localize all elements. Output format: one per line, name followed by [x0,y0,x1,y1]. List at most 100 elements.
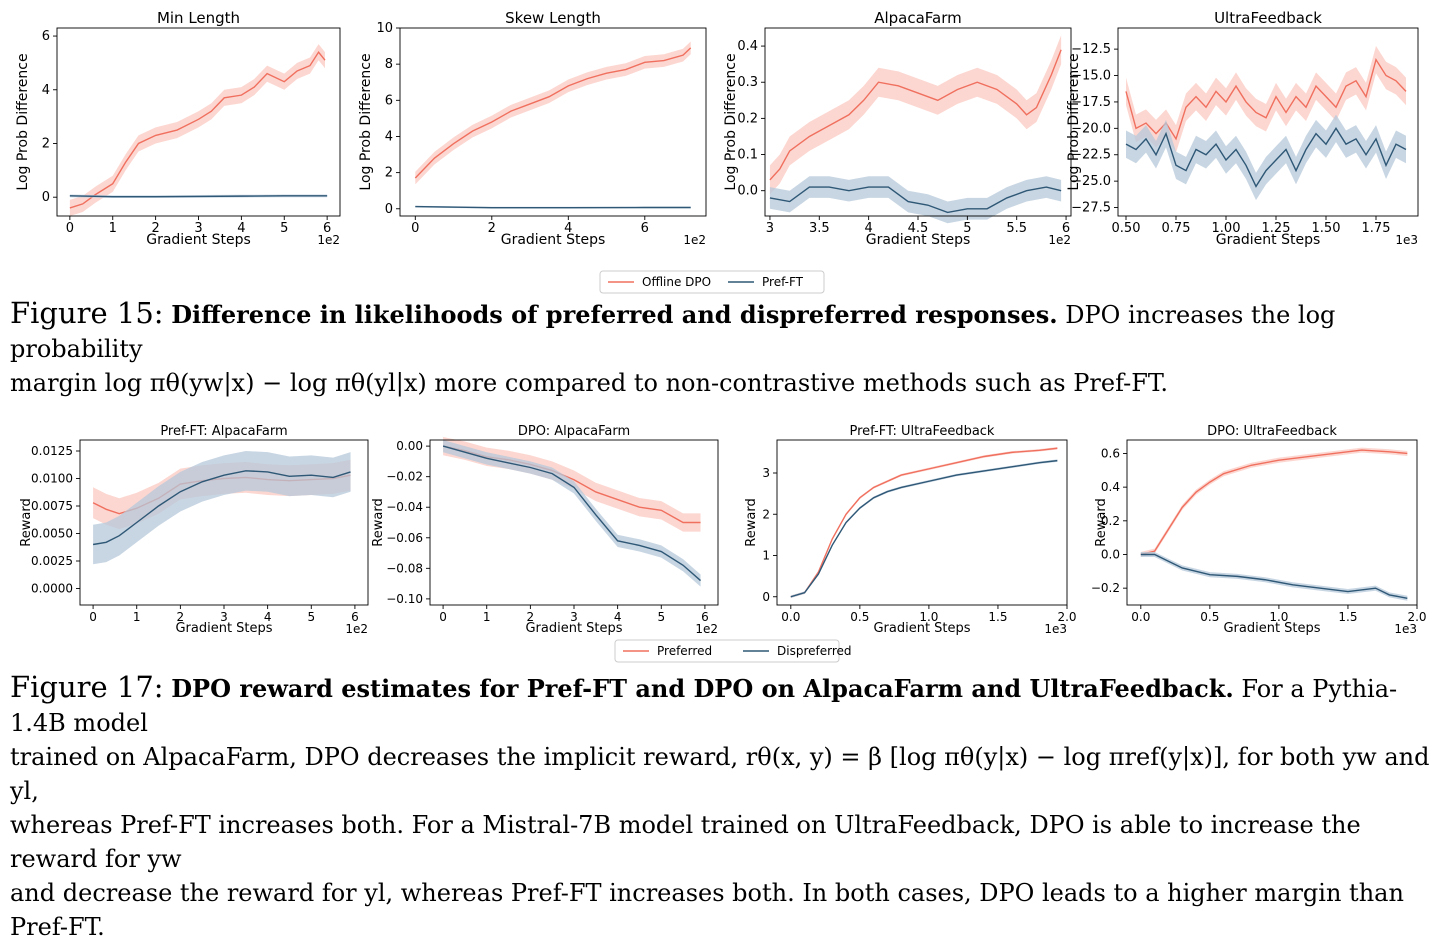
x-tick-label: 3 [766,221,774,236]
y-tick-label: −20.0 [1071,121,1111,136]
figure15-caption-text1: DPO increases the log probability [10,301,1336,363]
x-axis-label: Gradient Steps [525,621,622,636]
figure-canvas: Min Length 0 1 2 3 4 5 6 0 2 4 6 Gradient Steps Log P… [15,9,1427,663]
y-tick-label: −22.5 [1071,148,1111,163]
figure15-caption-text2: margin log πθ(yw|x) − log πθ(yl|x) more … [10,369,1168,397]
y-tick-label: −0.04 [386,500,423,514]
x-tick-label: 6 [701,610,709,624]
y-tick-label: 0.0100 [31,472,73,486]
x-exponent-label: 1e2 [345,622,368,636]
x-axis-label: Gradient Steps [1216,232,1321,248]
y-tick-label: −0.2 [1091,581,1120,595]
x-tick-label: 2 [151,221,159,236]
figure17-caption-text3: whereas Pref-FT increases both. For a Mi… [10,811,1361,873]
chart-8: DPO: UltraFeedback 0.0 0.5 1.0 1.5 2.0 −0.2 0.0… [1091,424,1427,636]
x-tick-label: 0.0 [781,610,800,624]
x-tick-label: 0.0 [1131,610,1150,624]
x-exponent-label: 1e2 [695,622,718,636]
series-line-red [769,49,1062,181]
x-tick-label: 0.5 [1200,610,1219,624]
y-tick-label: 0.6 [1101,446,1120,460]
series-line-blue [69,195,328,198]
figure15-label: Figure 15: [10,296,164,330]
y-tick-label: 0.0050 [31,527,73,541]
series-line-blue [442,445,702,582]
chart-title: DPO: AlpacaFarm [518,424,630,439]
legend-label: Pref-FT [762,275,804,289]
figure15-caption: Figure 15: Difference in likelihoods of … [10,296,1446,400]
y-tick-label: 10 [376,21,393,36]
x-tick-label: 0 [439,610,447,624]
x-axis-label: Gradient Steps [501,232,606,248]
x-tick-label: 1.25 [1262,221,1291,236]
series-band-blue [790,459,1058,598]
plot-frame [1117,27,1419,217]
figure17-caption-text2: trained on AlpacaFarm, DPO decreases the… [10,743,1430,805]
chart-title: Min Length [157,9,240,27]
series-line-red [790,447,1058,598]
y-axis-label: Reward [19,498,34,546]
legend-label: Preferred [657,644,712,658]
figure15-caption-bold: Difference in likelihoods of preferred a… [171,300,1058,329]
series-band-blue [93,451,351,565]
y-tick-label: 0 [42,190,50,205]
chart-title: Skew Length [505,9,601,27]
series-line-red [414,47,692,179]
chart-title: UltraFeedback [1214,9,1322,27]
y-tick-label: 0.1 [737,148,758,163]
series-band-blue [769,176,1062,224]
series-line-blue [790,459,1058,598]
figure17-label: Figure 17: [10,670,164,704]
x-tick-label: 1.75 [1362,221,1391,236]
chart-title: AlpacaFarm [874,9,962,27]
y-axis-label: Log Prob Difference [358,53,374,190]
x-tick-label: 6 [351,610,359,624]
plot-frame [399,27,707,217]
chart-4: UltraFeedback 0.50 0.75 1.00 1.25 1.50 1.75 −27… [1066,9,1419,248]
y-axis-label: Log Prob Difference [723,53,739,190]
y-tick-label: −0.02 [386,470,423,484]
figure17-caption-bold: DPO reward estimates for Pref-FT and DPO… [171,674,1234,703]
y-tick-label: 0.0075 [31,499,73,513]
x-tick-label: 2 [527,610,535,624]
y-tick-label: −25.0 [1071,174,1111,189]
y-tick-label: 2 [42,136,50,151]
plot-frame [1126,439,1418,606]
x-tick-label: 6 [641,221,649,236]
chart-title: Pref-FT: AlpacaFarm [160,424,287,439]
plot-frame [776,439,1068,606]
y-tick-label: 0 [385,202,393,217]
y-tick-label: 0.00 [396,439,423,453]
x-tick-label: 4.5 [908,221,929,236]
y-tick-label: 6 [42,29,50,44]
x-tick-label: 1 [133,610,141,624]
figure15-legend: Offline DPO Pref-FT [599,270,825,294]
series-line-blue [1140,553,1408,599]
figure17-caption-text1: For a Pythia-1.4B model [10,675,1398,737]
x-tick-label: 4 [264,610,272,624]
y-axis-label: Log Prob Difference [15,53,31,190]
x-tick-label: 5 [280,221,288,236]
y-tick-label: 0.2 [737,111,758,126]
x-tick-label: 2 [488,221,496,236]
series-line-red [1125,57,1407,141]
x-tick-label: 1.5 [1338,610,1357,624]
chart-title: Pref-FT: UltraFeedback [850,424,995,439]
x-tick-label: 2.0 [1057,610,1076,624]
series-line-blue [1125,127,1407,188]
x-axis-label: Gradient Steps [175,621,272,636]
x-tick-label: 4 [614,610,622,624]
y-tick-label: 6 [385,93,393,108]
x-tick-label: 0.5 [850,610,869,624]
y-tick-label: 0.0 [1101,547,1120,561]
x-axis-label: Gradient Steps [866,232,971,248]
y-tick-label: −17.5 [1071,95,1111,110]
y-tick-label: 0.4 [737,39,758,54]
y-tick-label: 0.0125 [31,444,73,458]
x-exponent-label: 1e2 [1048,233,1071,247]
y-tick-label: 1 [762,549,770,563]
y-tick-label: −12.5 [1071,42,1111,57]
y-axis-label: Log Prob Difference [1066,53,1082,190]
y-tick-label: 8 [385,57,393,72]
x-tick-label: 5 [307,610,315,624]
